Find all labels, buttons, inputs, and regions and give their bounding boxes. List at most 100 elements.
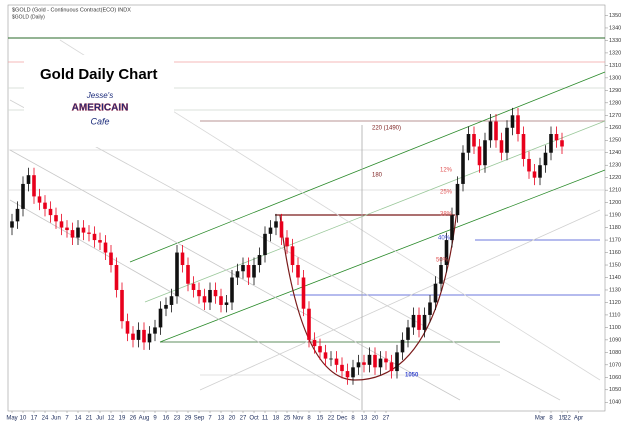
candle-body: [147, 333, 152, 343]
x-tick-label: 22: [564, 416, 571, 422]
candle-body: [142, 329, 146, 343]
candle-body: [554, 134, 559, 141]
candle-body: [131, 333, 135, 340]
candle-body: [21, 183, 25, 209]
candle-body: [158, 308, 163, 328]
candle-body: [483, 140, 487, 166]
candle-body: [252, 265, 256, 278]
annotation: 180: [372, 173, 383, 179]
x-tick-label: 10: [20, 416, 27, 422]
x-tick-label: 27: [240, 416, 247, 422]
candle-body: [43, 202, 47, 209]
y-tick-label: 1090: [609, 337, 621, 343]
annotation: 12%: [440, 168, 453, 174]
candle-body: [323, 352, 328, 359]
x-tick-label: 16: [163, 416, 170, 422]
x-tick-label: Aug: [139, 416, 150, 422]
candle-body: [180, 252, 185, 266]
candle-body: [290, 246, 295, 266]
candle-body: [433, 283, 438, 303]
candle-body: [120, 289, 124, 322]
candle-body: [202, 296, 207, 303]
annotation: 50%: [436, 258, 449, 264]
y-tick-label: 1300: [609, 75, 621, 81]
x-tick-label: 9: [153, 416, 157, 422]
x-tick-label: 20: [372, 416, 379, 422]
candle-body: [81, 227, 86, 233]
candle-body: [345, 371, 350, 378]
x-tick-label: Apr: [574, 416, 583, 422]
y-tick-label: 1140: [609, 275, 621, 281]
candle-body: [406, 327, 410, 340]
candle-body: [477, 146, 482, 166]
y-tick-label: 1320: [609, 50, 621, 56]
candle-body: [26, 175, 31, 184]
x-tick-label: 7: [208, 416, 212, 422]
x-tick-label: 14: [75, 416, 82, 422]
candle-body: [257, 255, 262, 266]
candle-body: [334, 358, 339, 365]
y-tick-label: 1330: [609, 38, 621, 44]
candle-body: [499, 140, 504, 153]
x-tick-label: 20: [229, 416, 236, 422]
x-tick-label: Jul: [96, 416, 104, 422]
fan-line: [9, 199, 361, 401]
candle-body: [400, 339, 405, 353]
y-tick-label: 1130: [609, 287, 621, 293]
x-tick-label: 7: [65, 416, 69, 422]
candle-body: [494, 121, 498, 141]
y-tick-label: 1100: [609, 325, 621, 331]
candle-body: [37, 196, 42, 203]
x-tick-label: 8: [307, 416, 311, 422]
candle-body: [279, 221, 284, 238]
x-tick-label: 27: [383, 416, 390, 422]
candle-body: [164, 304, 168, 309]
y-tick-label: 1220: [609, 175, 621, 181]
candle-body: [59, 221, 64, 228]
candle-body: [340, 364, 344, 372]
candle-body: [318, 346, 322, 353]
y-tick-label: 1350: [609, 13, 621, 19]
candle-body: [263, 233, 267, 256]
candle-body: [70, 230, 75, 238]
candle-body: [560, 140, 564, 147]
y-tick-label: 1240: [609, 150, 621, 156]
x-tick-label: Sep: [194, 416, 205, 422]
candle-body: [65, 227, 69, 231]
y-tick-label: 1210: [609, 188, 621, 194]
candle-body: [488, 121, 493, 141]
candle-body: [76, 227, 80, 238]
y-tick-label: 1070: [609, 362, 621, 368]
y-tick-label: 1050: [609, 387, 621, 393]
x-tick-label: 15: [559, 416, 566, 422]
y-tick-label: 1180: [609, 225, 621, 231]
logo-text: Cafe: [90, 116, 109, 126]
candle-body: [246, 265, 251, 278]
candle-body: [510, 115, 515, 128]
candle-body: [10, 221, 14, 228]
fan-line: [9, 149, 461, 401]
candle-body: [153, 327, 157, 334]
candle-body: [191, 283, 196, 290]
x-tick-label: 26: [130, 416, 137, 422]
candle-body: [125, 321, 130, 334]
candle-body: [15, 208, 20, 222]
candle-body: [362, 362, 366, 365]
candle-body: [296, 265, 300, 278]
y-tick-label: 1040: [609, 400, 621, 406]
channel-line: [129, 71, 606, 263]
y-tick-label: 1340: [609, 25, 621, 31]
candle-body: [373, 354, 377, 368]
candle-body: [92, 233, 97, 241]
y-tick-label: 1080: [609, 350, 621, 356]
candle-body: [417, 314, 421, 330]
x-tick-label: 8: [549, 416, 553, 422]
candle-body: [466, 134, 471, 153]
annotation: 38%: [440, 212, 453, 218]
candle-body: [549, 134, 553, 153]
subheader: $GOLD (Daily): [12, 14, 45, 20]
y-tick-label: 1250: [609, 138, 621, 144]
x-tick-label: Jun: [51, 416, 61, 422]
y-tick-label: 1290: [609, 88, 621, 94]
